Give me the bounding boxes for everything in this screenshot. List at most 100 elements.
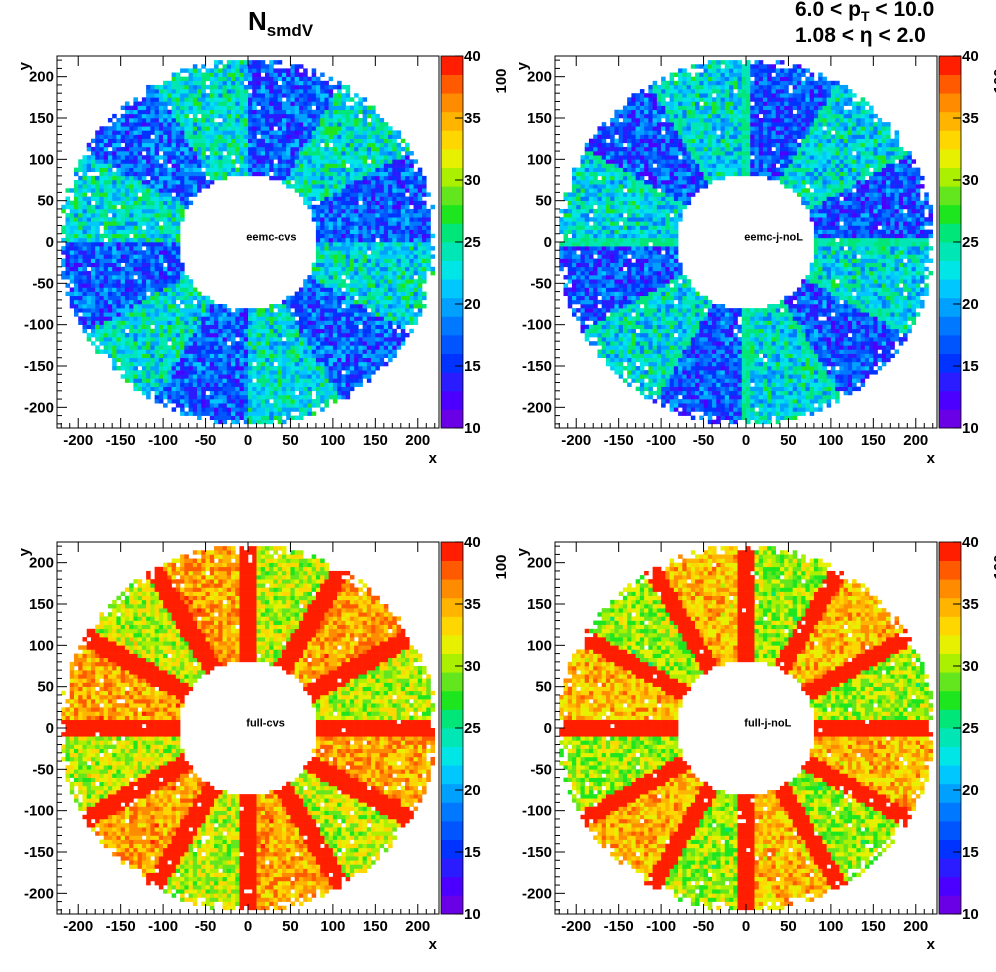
heatmap-cell: [163, 188, 168, 192]
heatmap-cell: [218, 93, 223, 97]
heatmap-cell: [129, 106, 134, 110]
heatmap-cell: [273, 358, 278, 362]
heatmap-cell: [278, 77, 283, 81]
heatmap-cell: [159, 395, 164, 399]
heatmap-cell: [172, 89, 177, 93]
heatmap-cell: [227, 349, 232, 353]
heatmap-cell: [299, 325, 304, 329]
heatmap-cell: [320, 378, 325, 382]
heatmap-cell: [354, 143, 359, 147]
heatmap-cell: [392, 341, 397, 345]
heatmap-cell: [121, 151, 126, 155]
heatmap-cell: [316, 254, 321, 258]
heatmap-cell: [295, 101, 300, 105]
heatmap-cell: [184, 68, 189, 72]
heatmap-cell: [180, 197, 185, 201]
heatmap-cell: [184, 403, 189, 407]
heatmap-cell: [112, 296, 117, 300]
heatmap-cell: [116, 325, 121, 329]
heatmap-cell: [261, 387, 266, 391]
heatmap-cell: [333, 126, 338, 130]
heatmap-cell: [244, 407, 249, 411]
heatmap-cell: [286, 378, 291, 382]
heatmap-cell: [388, 143, 393, 147]
heatmap-cell: [392, 316, 397, 320]
heatmap-cell: [65, 292, 70, 296]
heatmap-cell: [252, 354, 257, 358]
heatmap-cell: [307, 188, 312, 192]
heatmap-cell: [312, 176, 317, 180]
heatmap-cell: [363, 345, 368, 349]
heatmap-cell: [65, 254, 70, 258]
heatmap-cell: [286, 101, 291, 105]
heatmap-cell: [333, 296, 338, 300]
heatmap-cell: [121, 316, 126, 320]
heatmap-cell: [265, 168, 270, 172]
heatmap-cell: [87, 163, 92, 167]
heatmap-cell: [82, 292, 87, 296]
heatmap-cell: [367, 246, 372, 250]
heatmap-cell: [303, 126, 308, 130]
heatmap-cell: [112, 163, 117, 167]
heatmap-cell: [172, 341, 177, 345]
heatmap-cell: [210, 341, 215, 345]
heatmap-cell: [223, 101, 228, 105]
heatmap-cell: [189, 287, 194, 291]
heatmap-cell: [363, 279, 368, 283]
heatmap-cell: [295, 176, 300, 180]
heatmap-cell: [316, 267, 321, 271]
heatmap-cell: [206, 304, 211, 308]
heatmap-cell: [223, 135, 228, 139]
heatmap-cell: [189, 374, 194, 378]
heatmap-cell: [206, 155, 211, 159]
heatmap-cell: [252, 312, 257, 316]
heatmap-cell: [133, 279, 138, 283]
heatmap-cell: [108, 201, 113, 205]
heatmap-cell: [409, 238, 414, 242]
heatmap-cell: [125, 370, 130, 374]
heatmap-cell: [146, 135, 151, 139]
heatmap-cell: [70, 254, 75, 258]
heatmap-cell: [312, 101, 317, 105]
heatmap-cell: [346, 283, 351, 287]
heatmap-cell: [282, 122, 287, 126]
heatmap-cell: [278, 122, 283, 126]
heatmap-cell: [231, 151, 236, 155]
heatmap-cell: [329, 168, 334, 172]
heatmap-cell: [358, 370, 363, 374]
heatmap-cell: [133, 321, 138, 325]
heatmap-cell: [163, 81, 168, 85]
heatmap-cell: [133, 217, 138, 221]
heatmap-cell: [380, 126, 385, 130]
heatmap-cell: [278, 85, 283, 89]
heatmap-cell: [282, 341, 287, 345]
heatmap-cell: [112, 135, 117, 139]
heatmap-cell: [401, 217, 406, 221]
heatmap-cell: [223, 118, 228, 122]
heatmap-cell: [121, 205, 126, 209]
heatmap-cell: [214, 304, 219, 308]
heatmap-cell: [159, 139, 164, 143]
heatmap-cell: [354, 283, 359, 287]
heatmap-cell: [121, 130, 126, 134]
heatmap-cell: [150, 192, 155, 196]
heatmap-cell: [206, 411, 211, 415]
heatmap-cell: [363, 110, 368, 114]
heatmap-cell: [414, 225, 419, 229]
heatmap-cell: [261, 81, 266, 85]
heatmap-cell: [206, 300, 211, 304]
heatmap-cell: [184, 135, 189, 139]
heatmap-cell: [375, 184, 380, 188]
heatmap-cell: [414, 259, 419, 263]
heatmap-cell: [142, 333, 147, 337]
heatmap-cell: [104, 197, 109, 201]
heatmap-cell: [95, 221, 100, 225]
heatmap-cell: [409, 172, 414, 176]
heatmap-cell: [248, 345, 253, 349]
heatmap-cell: [256, 407, 261, 411]
heatmap-cell: [307, 383, 312, 387]
heatmap-cell: [159, 93, 164, 97]
heatmap-cell: [333, 168, 338, 172]
heatmap-cell: [184, 279, 189, 283]
heatmap-cell: [346, 325, 351, 329]
